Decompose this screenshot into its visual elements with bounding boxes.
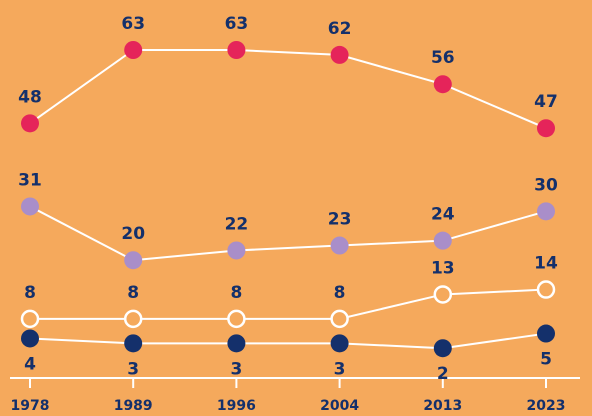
point [330,309,349,329]
point [124,41,143,59]
data-label: 13 [431,258,455,278]
point [124,334,143,353]
data-label: 47 [534,92,558,112]
data-label: 3 [230,359,242,379]
data-label: 31 [18,170,42,190]
point [330,45,349,64]
data-label: 20 [121,224,145,244]
series-line [30,288,547,320]
point [227,41,246,59]
data-label: 5 [540,350,552,370]
series-line [29,205,547,262]
point [227,241,246,260]
x-tick-label: 2023 [527,398,566,414]
point [330,236,349,255]
data-label: 23 [328,210,352,230]
data-label: 8 [127,283,139,303]
data-label: 8 [24,283,36,303]
point [433,75,452,94]
x-tick-label: 1978 [11,398,50,414]
point [537,324,555,343]
data-label: 62 [328,19,352,39]
x-tick-label: 2013 [423,398,462,414]
data-label: 22 [225,214,249,234]
point [433,285,453,304]
point [123,309,143,329]
data-label: 8 [334,283,346,303]
data-label: 14 [534,254,558,274]
data-label: 8 [230,283,242,303]
point [20,309,40,329]
point [537,119,555,138]
x-tick-label: 2004 [320,398,359,414]
data-label: 48 [18,87,42,107]
data-label: 24 [431,205,455,225]
data-label: 30 [534,175,558,195]
data-label: 63 [121,14,145,34]
point [124,251,143,270]
data-label: 63 [225,14,249,34]
x-tick-label: 1996 [217,398,256,414]
point [433,231,452,250]
data-label: 3 [127,359,139,379]
point [537,202,555,221]
series-line [29,49,547,130]
data-label: 3 [334,359,346,379]
point [536,280,556,299]
data-label: 4 [24,354,36,374]
point [330,334,349,353]
series-line [29,332,547,350]
point [21,197,39,216]
data-label: 56 [431,48,455,68]
data-label: 2 [437,364,449,384]
point [21,114,39,133]
point [21,329,39,348]
point [227,309,246,329]
point [227,334,246,353]
point [433,339,452,358]
x-tick-label: 1989 [114,398,153,414]
